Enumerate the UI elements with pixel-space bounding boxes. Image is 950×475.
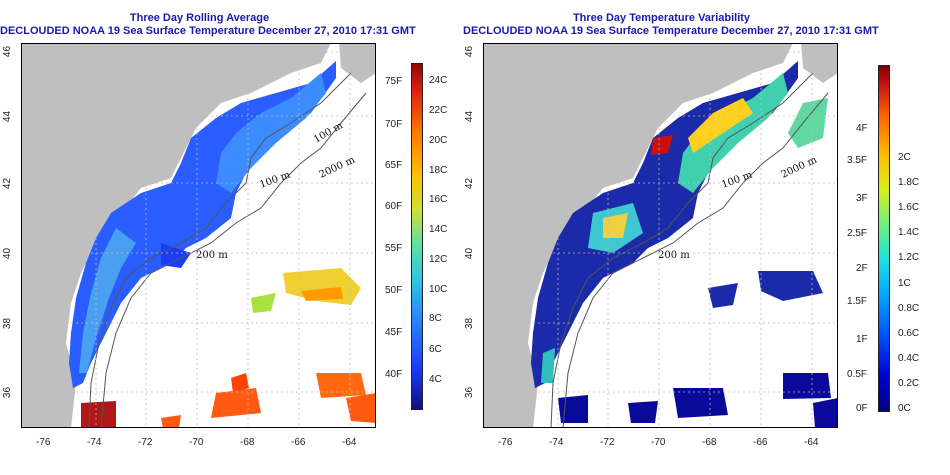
left-ytick: 46 <box>2 45 14 58</box>
right-ytick: 42 <box>464 177 476 190</box>
left-cbar-c: 22C <box>429 105 448 116</box>
right-cbar-c: 2C <box>898 152 911 163</box>
right-ytick: 36 <box>464 386 476 399</box>
right-colorbar <box>878 65 890 412</box>
left-xtick: -74 <box>87 437 102 448</box>
left-xtick: -64 <box>342 437 357 448</box>
left-cbar-f: 60F <box>385 201 403 212</box>
right-xtick: -66 <box>753 437 768 448</box>
left-map: 100 m 200 m 2000 m 100 m <box>21 43 376 428</box>
left-cbar-c: 14C <box>429 224 448 235</box>
right-cbar-f: 2F <box>856 263 868 274</box>
right-cbar-c: 0.2C <box>898 378 920 389</box>
left-colorbar <box>411 63 423 410</box>
right-cbar-f: 2.5F <box>847 228 868 239</box>
left-cbar-f: 70F <box>385 119 403 130</box>
right-xtick: -76 <box>498 437 513 448</box>
left-ytick: 44 <box>2 110 14 123</box>
left-cbar-f: 50F <box>385 285 403 296</box>
right-xtick: -74 <box>549 437 564 448</box>
left-ytick: 36 <box>2 386 14 399</box>
right-ytick: 38 <box>464 317 476 330</box>
left-cbar-f: 75F <box>385 76 403 87</box>
right-cbar-f: 4F <box>856 123 868 134</box>
land-mass <box>21 43 331 428</box>
right-cbar-f: 0.5F <box>847 369 868 380</box>
right-xtick: -70 <box>651 437 666 448</box>
left-cbar-c: 10C <box>429 284 448 295</box>
left-xtick: -70 <box>189 437 204 448</box>
left-xtick: -66 <box>291 437 306 448</box>
left-xtick: -68 <box>240 437 255 448</box>
left-xtick: -72 <box>138 437 153 448</box>
right-xtick: -72 <box>600 437 615 448</box>
land-mass <box>483 43 793 428</box>
right-title-line2: DECLOUDED NOAA 19 Sea Surface Temperatur… <box>463 25 879 37</box>
right-cbar-c: 0C <box>898 403 911 414</box>
left-ytick: 42 <box>2 177 14 190</box>
left-ytick: 38 <box>2 317 14 330</box>
right-ytick: 40 <box>464 247 476 260</box>
right-cbar-c: 0.8C <box>898 303 920 314</box>
left-cbar-c: 12C <box>429 254 448 265</box>
right-cbar-c: 1.6C <box>898 202 920 213</box>
left-title-line1: Three Day Rolling Average <box>129 12 270 24</box>
left-cbar-c: 24C <box>429 75 448 86</box>
right-cbar-c: 1.8C <box>898 177 920 188</box>
right-cbar-c: 1C <box>898 278 911 289</box>
left-cbar-f: 65F <box>385 160 403 171</box>
right-cbar-c: 0.6C <box>898 328 920 339</box>
right-title-line1: Three Day Temperature Variability <box>572 12 751 24</box>
isobath-label: 200 m <box>196 250 228 261</box>
right-cbar-c: 0.4C <box>898 353 920 364</box>
left-cbar-f: 45F <box>385 327 403 338</box>
right-cbar-f: 3F <box>856 193 868 204</box>
left-cbar-c: 20C <box>429 135 448 146</box>
left-xtick: -76 <box>36 437 51 448</box>
isobath-label: 200 m <box>658 250 690 261</box>
right-map: 100 m 200 m 2000 m <box>483 43 838 428</box>
right-cbar-c: 1.4C <box>898 227 920 238</box>
left-ytick: 40 <box>2 247 14 260</box>
left-cbar-f: 40F <box>385 369 403 380</box>
left-cbar-f: 55F <box>385 243 403 254</box>
right-xtick: -68 <box>702 437 717 448</box>
right-cbar-c: 1.2C <box>898 252 920 263</box>
right-ytick: 46 <box>464 45 476 58</box>
left-title-line2: DECLOUDED NOAA 19 Sea Surface Temperatur… <box>0 25 416 37</box>
right-cbar-f: 1F <box>856 334 868 345</box>
left-cbar-c: 16C <box>429 194 448 205</box>
right-cbar-f: 0F <box>856 403 868 414</box>
left-cbar-c: 6C <box>429 344 442 355</box>
left-cbar-c: 8C <box>429 313 442 324</box>
right-cbar-f: 3.5F <box>847 155 868 166</box>
right-ytick: 44 <box>464 110 476 123</box>
left-cbar-c: 4C <box>429 374 442 385</box>
right-xtick: -64 <box>804 437 819 448</box>
left-cbar-c: 18C <box>429 165 448 176</box>
right-cbar-f: 1.5F <box>847 296 868 307</box>
